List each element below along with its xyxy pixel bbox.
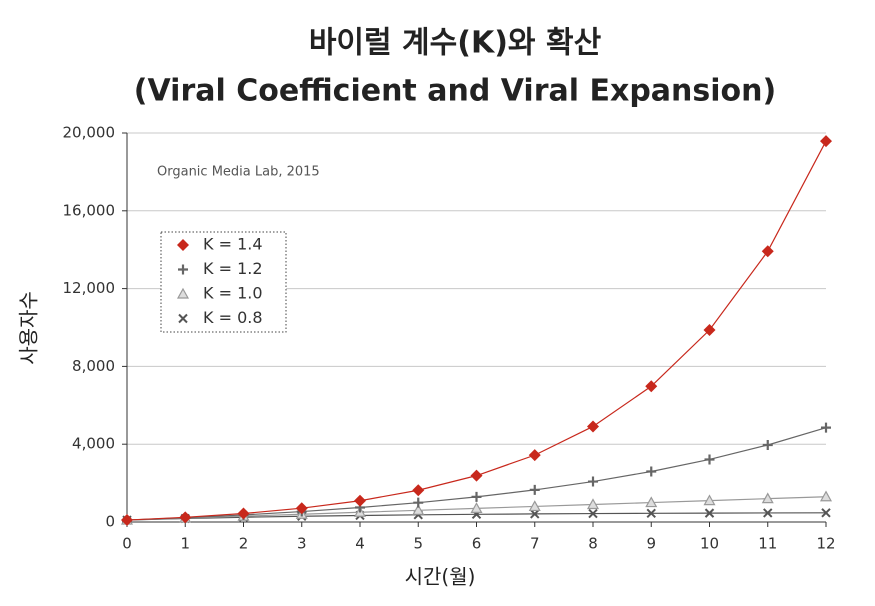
marker <box>528 500 541 512</box>
y-tick-label: 12,000 <box>63 279 116 297</box>
marker <box>762 439 773 450</box>
marker <box>470 469 483 482</box>
marker <box>763 508 773 518</box>
x-tick-label: 1 <box>180 535 190 553</box>
marker <box>295 502 308 515</box>
marker <box>587 420 599 433</box>
x-tick-label: 3 <box>297 535 307 553</box>
legend-label: K = 1.0 <box>203 284 263 303</box>
marker <box>412 484 425 497</box>
x-tick-label: 5 <box>413 535 423 553</box>
x-tick-label: 8 <box>588 535 598 553</box>
marker <box>588 476 598 487</box>
chart-subtitle: (Viral Coefficient and Viral Expansion) <box>134 74 776 109</box>
marker <box>761 492 774 504</box>
marker <box>586 498 600 510</box>
legend-marker <box>178 264 188 275</box>
marker <box>645 496 658 508</box>
legend-label: K = 0.8 <box>203 308 263 327</box>
marker <box>588 508 598 519</box>
marker <box>237 507 250 520</box>
x-tick-label: 0 <box>122 535 132 553</box>
marker <box>470 502 483 513</box>
marker <box>703 324 716 337</box>
marker <box>412 504 425 515</box>
legend-label: K = 1.4 <box>203 235 263 254</box>
marker <box>821 422 831 433</box>
marker <box>528 449 541 462</box>
legend-marker <box>176 287 190 299</box>
marker <box>179 511 192 524</box>
marker <box>819 490 833 502</box>
x-axis-label: 시간(월) <box>405 565 476 589</box>
marker <box>646 508 656 519</box>
y-tick-label: 4,000 <box>72 435 115 453</box>
marker <box>121 514 133 527</box>
y-tick-label: 8,000 <box>72 357 115 375</box>
x-tick-label: 7 <box>530 535 540 553</box>
legend-marker <box>178 313 188 324</box>
marker <box>704 454 715 465</box>
annotation: Organic Media Lab, 2015 <box>157 165 320 180</box>
x-tick-label: 2 <box>239 535 249 553</box>
marker <box>530 509 540 519</box>
marker <box>820 135 832 148</box>
marker <box>704 508 715 518</box>
marker <box>703 494 716 506</box>
x-tick-label: 4 <box>355 535 365 553</box>
marker <box>354 494 366 507</box>
x-tick-label: 10 <box>700 535 719 553</box>
legend-marker <box>177 239 189 251</box>
marker <box>413 497 424 508</box>
marker <box>646 466 657 477</box>
legend-label: K = 1.2 <box>203 259 263 278</box>
y-axis-label: 사용자수 <box>17 291 41 365</box>
chart-title: 바이럴 계수(K)와 확산 <box>309 26 602 61</box>
marker <box>761 245 774 258</box>
x-tick-label: 9 <box>646 535 656 553</box>
marker <box>645 380 658 393</box>
y-tick-label: 20,000 <box>63 124 116 142</box>
x-tick-label: 12 <box>816 535 835 553</box>
marker <box>821 508 831 518</box>
x-tick-label: 6 <box>472 535 482 553</box>
marker <box>471 491 482 502</box>
x-tick-label: 11 <box>758 535 777 553</box>
y-tick-label: 0 <box>105 513 115 531</box>
marker <box>529 484 540 495</box>
y-tick-label: 16,000 <box>63 201 116 219</box>
